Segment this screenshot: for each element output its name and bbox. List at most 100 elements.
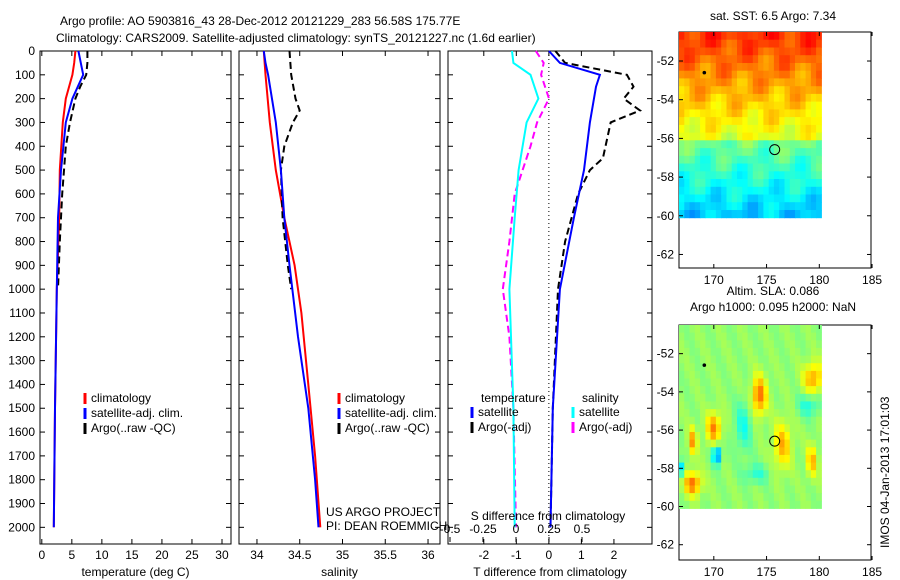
map-cell — [789, 347, 796, 356]
map-cell — [784, 47, 791, 56]
map-cell — [679, 202, 685, 211]
map-cell — [805, 462, 812, 471]
map-cell — [715, 124, 722, 134]
map-cell — [721, 132, 727, 141]
s-axis-tick-label: 0.5 — [574, 522, 591, 536]
map-cell — [763, 462, 770, 471]
x-tick-label: 36 — [421, 548, 435, 562]
map-cell — [731, 340, 738, 349]
map-cell — [731, 378, 738, 387]
map-cell — [742, 325, 749, 334]
map-cell — [800, 186, 807, 195]
map-cell — [715, 500, 722, 509]
map-cell — [684, 325, 691, 334]
map-cell — [721, 439, 727, 448]
map-cell — [679, 109, 685, 118]
map-cell — [689, 47, 696, 56]
map-cell — [689, 194, 696, 203]
map-cell — [710, 416, 717, 425]
map-cell — [684, 70, 691, 79]
map-cell — [705, 70, 712, 79]
map-cell — [784, 355, 791, 364]
map-cell — [816, 63, 822, 72]
map-cell — [784, 39, 791, 48]
map-cell — [679, 424, 685, 433]
map-cell — [742, 202, 749, 211]
map-cell — [700, 386, 706, 395]
map-cell — [816, 370, 822, 379]
map-cell — [689, 500, 696, 509]
map-cell — [689, 155, 696, 164]
map-cell — [784, 378, 791, 387]
map-cell — [689, 186, 696, 195]
y-tick-label: 1500 — [8, 401, 35, 415]
map-cell — [810, 332, 817, 341]
map-cell — [768, 432, 775, 441]
map-cell — [784, 386, 791, 395]
map-cell — [758, 493, 764, 502]
map-cell — [795, 332, 801, 341]
map-cell — [795, 477, 801, 486]
map-cell — [752, 363, 759, 372]
map-cell — [800, 454, 807, 463]
map-cell — [742, 70, 749, 79]
map-cell — [684, 140, 691, 149]
map-cell — [731, 171, 738, 180]
map-cell — [726, 55, 733, 64]
map-cell — [700, 401, 706, 410]
map-cell — [816, 194, 822, 203]
map-cell — [810, 447, 817, 456]
map-cell — [689, 78, 696, 87]
map-cell — [768, 347, 775, 356]
map-cell — [694, 63, 701, 72]
figure-title-line1: Argo profile: AO 5903816_43 28-Dec-2012 … — [60, 14, 460, 28]
map-cell — [763, 454, 770, 463]
map-cell — [700, 325, 706, 334]
map-cell — [721, 109, 727, 118]
profile-panel-temperature: 0100200300400500600700800900100011001200… — [8, 44, 232, 579]
map-cell — [705, 325, 712, 334]
map-cell — [784, 493, 791, 502]
map-cell — [810, 378, 817, 387]
map-cell — [715, 355, 722, 364]
map-cell — [795, 124, 801, 134]
map-cell — [737, 55, 743, 64]
map-cell — [689, 86, 696, 95]
map-cell — [816, 363, 822, 372]
map-cell — [805, 202, 812, 211]
s-axis-tick-label: -0.25 — [469, 522, 497, 536]
map-cell — [731, 47, 738, 56]
map-cell — [779, 117, 785, 126]
map-cell — [726, 454, 733, 463]
map-cell — [731, 370, 738, 379]
map-cell — [715, 454, 722, 463]
s-axis-tick-label: -0.5 — [440, 522, 461, 536]
map-cell — [773, 148, 780, 157]
lat-tick-label: -60 — [657, 209, 675, 223]
map-cell — [747, 424, 754, 433]
map-cell — [694, 340, 701, 349]
map-cell — [726, 163, 733, 172]
map-cell — [810, 148, 817, 157]
y-tick-label: 300 — [15, 115, 35, 129]
map-cell — [810, 462, 817, 471]
map-cell — [684, 370, 691, 379]
map-cell — [752, 140, 759, 149]
map-cell — [758, 86, 764, 95]
map-cell — [694, 39, 701, 48]
map-cell — [768, 171, 775, 180]
map-cell — [689, 140, 696, 149]
map-cell — [816, 416, 822, 425]
map-cell — [710, 117, 717, 126]
map-cell — [710, 163, 717, 172]
map-cell — [816, 347, 822, 356]
map-cell — [816, 210, 822, 219]
map-cell — [810, 109, 817, 118]
map-cell — [768, 409, 775, 418]
map-cell — [805, 363, 812, 372]
map-cell — [763, 171, 770, 180]
map-cell — [816, 340, 822, 349]
map-cell — [710, 477, 717, 486]
map-cell — [715, 347, 722, 356]
map-cell — [795, 432, 801, 441]
